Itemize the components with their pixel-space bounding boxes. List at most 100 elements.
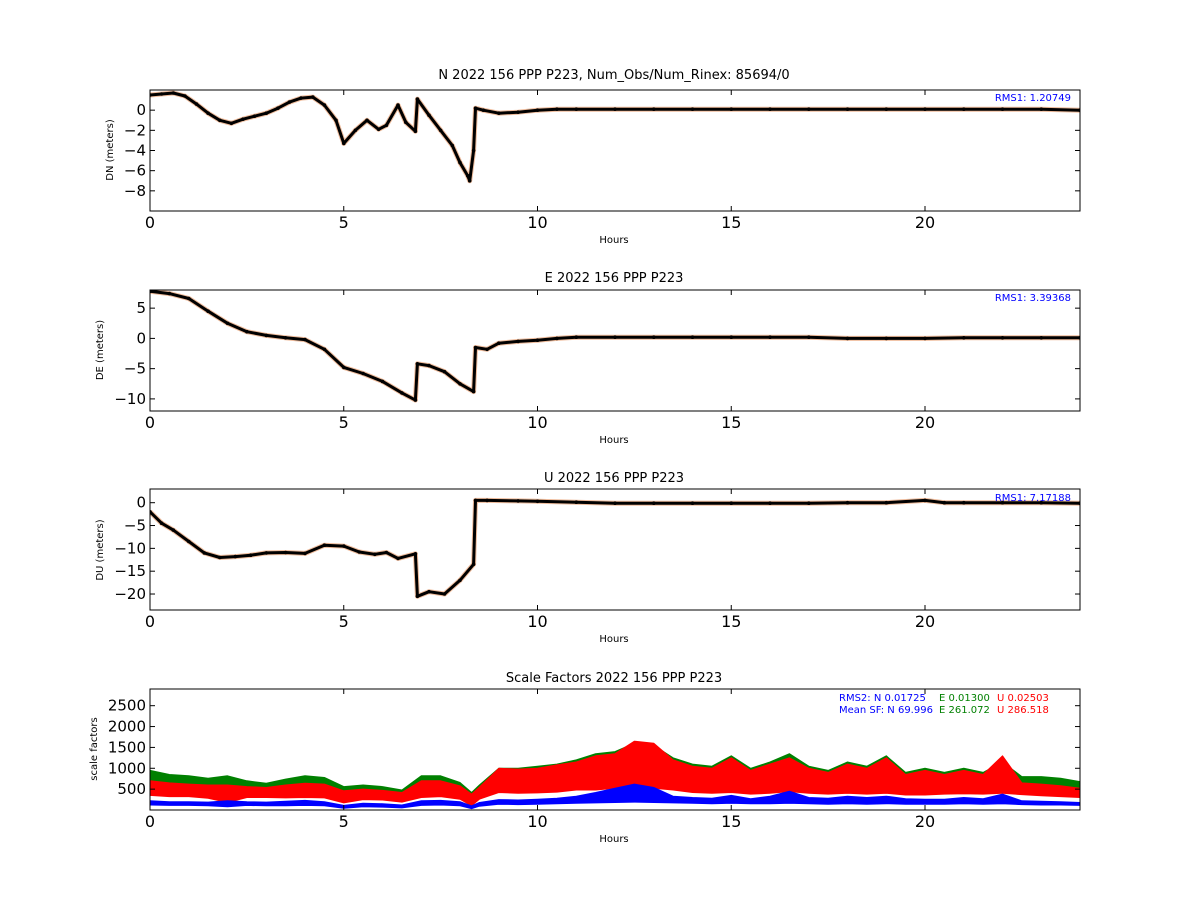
y-tick-label: −5 — [124, 360, 146, 378]
y-tick-label: −10 — [114, 539, 146, 557]
panel-north-ylabel: DN (meters) — [105, 119, 116, 181]
data-point — [264, 551, 269, 555]
data-point — [485, 498, 489, 503]
x-tick-label: 20 — [915, 612, 935, 631]
data-point — [555, 107, 559, 111]
data-point — [768, 107, 772, 111]
panel-north: N 2022 156 PPP P223, Num_Obs/Num_Rinex: … — [105, 68, 1081, 246]
data-point — [264, 333, 269, 338]
data-point — [194, 102, 199, 106]
panel-north-plot: 0 5 10 15 20 0 −2 −4 −6 −8 — [124, 89, 1081, 232]
data-point — [283, 336, 288, 340]
data-point — [535, 108, 540, 112]
data-point — [1000, 107, 1005, 111]
panel-up-frame — [149, 488, 1081, 611]
data-point — [183, 94, 187, 98]
x-tick-label: 0 — [145, 612, 155, 631]
data-point — [923, 336, 927, 341]
data-point — [400, 391, 404, 395]
panel-up-xlabel: Hours — [599, 634, 628, 645]
data-point — [807, 501, 811, 506]
data-point — [1000, 336, 1005, 340]
x-tick-label: 5 — [339, 213, 349, 232]
data-point — [884, 500, 889, 505]
data-point — [962, 107, 966, 111]
data-point — [458, 382, 462, 386]
y-tick-label: 0 — [136, 329, 146, 347]
x-tick-label: 15 — [721, 213, 741, 232]
data-point — [467, 179, 472, 183]
data-point — [218, 555, 222, 560]
data-point — [574, 107, 579, 111]
x-tick-label: 15 — [721, 612, 741, 631]
data-point — [303, 337, 307, 342]
data-point — [768, 335, 772, 340]
data-point — [962, 336, 966, 340]
data-point — [1039, 500, 1044, 505]
data-point — [342, 544, 346, 548]
y-tick-label: −15 — [114, 562, 146, 580]
stats-meansf-e: E 261.072 — [939, 705, 990, 716]
panel-east-frame — [149, 289, 1081, 412]
panel-up: U 2022 156 PPP P223 0 5 10 15 20 0 −5 −10 −15 −20… — [95, 471, 1081, 645]
panel-scale-factors-plot: 0 5 10 15 20 500 1000 1500 2000 2500 — [108, 688, 1081, 831]
x-tick-label: 15 — [721, 413, 741, 432]
data-point — [729, 107, 734, 111]
data-point — [473, 106, 478, 110]
data-point — [361, 371, 365, 376]
data-point — [413, 129, 418, 134]
x-tick-label: 10 — [527, 413, 547, 432]
y-tick-label: 2000 — [108, 718, 146, 736]
data-point — [187, 296, 191, 301]
data-point — [807, 107, 811, 111]
data-point — [471, 148, 476, 153]
data-point — [535, 338, 540, 343]
panel-up-plot: 0 5 10 15 20 0 −5 −10 −15 −20 — [114, 488, 1081, 631]
data-point — [497, 341, 501, 346]
data-point — [322, 103, 327, 107]
data-point — [481, 108, 486, 112]
data-point — [283, 550, 288, 555]
stats-rms2-u: U 0.02503 — [997, 693, 1049, 704]
data-point — [252, 114, 257, 118]
data-point — [497, 111, 501, 115]
data-point — [427, 589, 431, 594]
data-point — [465, 173, 470, 178]
data-point — [427, 363, 431, 368]
data-point — [187, 539, 191, 544]
data-point — [729, 501, 734, 506]
panel-up-data — [150, 497, 1080, 599]
x-tick-label: 5 — [339, 612, 349, 631]
data-point — [322, 543, 327, 547]
data-point — [276, 106, 280, 110]
data-point — [404, 120, 408, 125]
data-point — [225, 321, 230, 326]
data-point — [535, 499, 540, 504]
data-point — [516, 110, 520, 114]
stats-meansf-n: Mean SF: N 69.996 — [839, 705, 933, 716]
x-tick-label: 10 — [527, 612, 547, 631]
data-point — [845, 107, 850, 111]
data-point — [342, 141, 346, 146]
data-point — [365, 118, 369, 123]
y-tick-label: 1500 — [108, 738, 146, 756]
data-point — [396, 103, 400, 107]
x-tick-label: 0 — [145, 812, 155, 831]
data-point — [233, 554, 238, 559]
data-point — [287, 100, 292, 104]
data-point — [245, 329, 249, 334]
data-point — [413, 552, 418, 556]
x-tick-label: 10 — [527, 213, 547, 232]
x-tick-label: 0 — [145, 213, 155, 232]
data-point — [159, 521, 164, 525]
data-point — [384, 550, 389, 555]
data-point — [690, 335, 695, 340]
data-point — [962, 500, 966, 505]
panel-east-title: E 2022 156 PPP P223 — [545, 271, 684, 286]
x-tick-label: 5 — [339, 812, 349, 831]
panel-scale-factors-title: Scale Factors 2022 156 PPP P223 — [506, 671, 722, 686]
data-point — [299, 96, 303, 100]
data-point — [473, 345, 478, 350]
panel-scale-data — [150, 740, 1080, 810]
